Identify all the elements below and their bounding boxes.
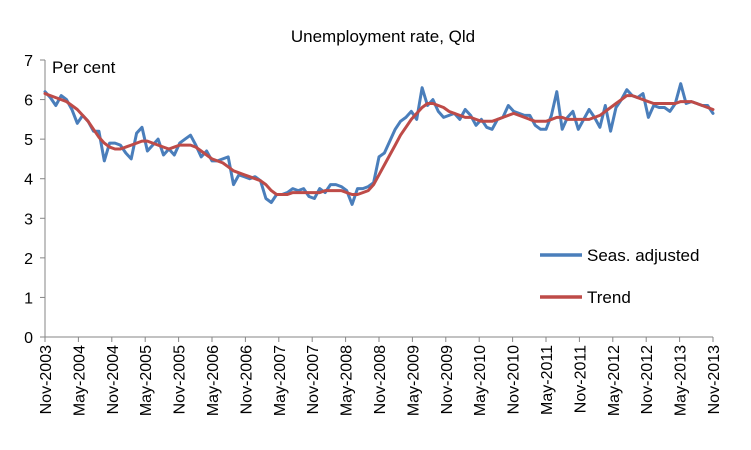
x-tick-label: May-2004 (71, 345, 88, 416)
x-tick-label: May-2005 (138, 345, 155, 416)
y-tick-label: 6 (24, 93, 33, 110)
legend-label: Trend (587, 288, 631, 307)
y-tick-label: 1 (24, 290, 33, 307)
x-tick-label: May-2012 (606, 345, 623, 416)
x-tick-label: Nov-2003 (38, 345, 55, 414)
x-tick-label: May-2011 (539, 345, 556, 415)
axes: 0 1 2 3 4 5 6 7 Nov-2003 May-2004 Nov-2004 May-2005… (24, 53, 723, 416)
x-tick-label: May-2006 (205, 345, 222, 416)
x-tick-label: Nov-2013 (706, 345, 723, 414)
legend: Seas. adjusted Trend (540, 246, 699, 307)
y-unit-label: Per cent (52, 58, 116, 77)
x-tick-label: May-2013 (673, 345, 690, 416)
x-tick-label: Nov-2009 (439, 345, 456, 414)
x-tick-label: Nov-2005 (172, 345, 189, 414)
y-tick-label: 4 (24, 172, 33, 189)
x-tick-label: May-2008 (339, 345, 356, 416)
x-tick-label: May-2010 (472, 345, 489, 416)
y-tick-label: 2 (24, 251, 33, 268)
x-tick-label: May-2007 (272, 345, 289, 416)
legend-label: Seas. adjusted (587, 246, 699, 265)
series-line-trend (43, 92, 715, 196)
x-tick-label: Nov-2006 (238, 345, 255, 414)
series-layer (43, 82, 715, 206)
x-tick-label: Nov-2008 (372, 345, 389, 414)
series-line-seas-adjusted (43, 82, 715, 206)
y-tick-label: 5 (24, 132, 33, 149)
x-tick-label: May-2009 (405, 345, 422, 416)
y-tick-label: 0 (24, 330, 33, 347)
x-tick-label: Nov-2011 (572, 345, 589, 413)
chart-title: Unemployment rate, Qld (291, 27, 475, 46)
x-tick-label: Nov-2007 (305, 345, 322, 414)
x-tick-label: Nov-2004 (105, 345, 122, 414)
x-tick-label: Nov-2010 (506, 345, 523, 414)
y-tick-label: 7 (24, 53, 33, 70)
y-tick-label: 3 (24, 211, 33, 228)
x-tick-label: Nov-2012 (639, 345, 656, 414)
